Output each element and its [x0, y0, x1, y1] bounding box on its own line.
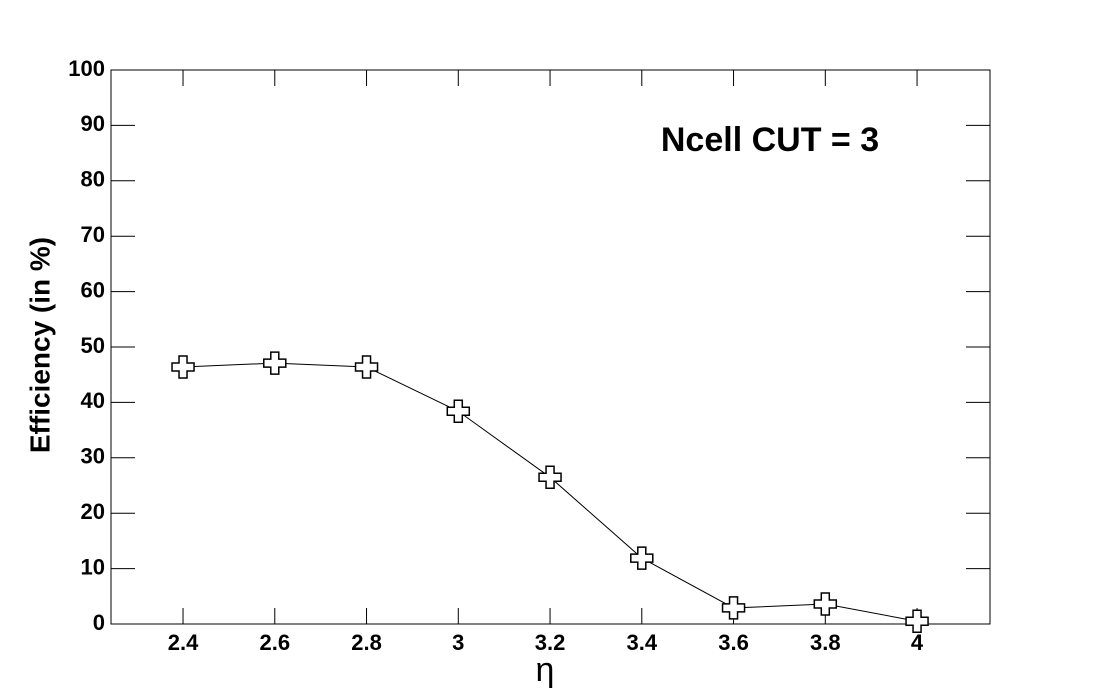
- y-tick-label: 10: [81, 554, 105, 579]
- y-tick-label: 50: [81, 333, 105, 358]
- data-point: [538, 465, 562, 489]
- y-tick-label: 70: [81, 222, 105, 247]
- annotation: Ncell CUT = 3: [661, 121, 879, 159]
- x-tick-label: 2.4: [168, 630, 199, 655]
- y-tick-label: 90: [81, 111, 105, 136]
- y-tick-label: 100: [68, 56, 105, 81]
- x-tick-label: 2.8: [351, 630, 382, 655]
- data-point: [446, 399, 471, 424]
- data-point: [630, 546, 654, 570]
- data-point: [354, 355, 379, 379]
- y-tick-label: 0: [93, 610, 105, 635]
- y-tick-label: 80: [81, 167, 105, 192]
- data-point: [263, 351, 287, 375]
- x-tick-label: 3: [452, 630, 464, 655]
- data-point: [721, 596, 746, 620]
- x-tick-label: 3.2: [535, 630, 566, 655]
- y-tick-label: 60: [81, 277, 105, 302]
- x-tick-label: 2.6: [259, 630, 290, 655]
- y-tick-label: 30: [81, 444, 105, 469]
- x-tick-label: 4: [911, 630, 924, 655]
- data-point: [171, 355, 195, 379]
- y-tick-label: 40: [81, 388, 105, 413]
- data-line: [183, 362, 918, 622]
- x-tick-label: 3.8: [810, 630, 841, 655]
- x-tick-label: 3.4: [626, 630, 657, 655]
- y-tick-label: 20: [81, 499, 105, 524]
- x-tick-label: 3.6: [718, 630, 749, 655]
- data-point: [813, 592, 838, 616]
- data-point: [905, 609, 929, 633]
- x-axis-label: η: [536, 651, 555, 689]
- y-axis-label: Efficiency (in %): [24, 237, 55, 453]
